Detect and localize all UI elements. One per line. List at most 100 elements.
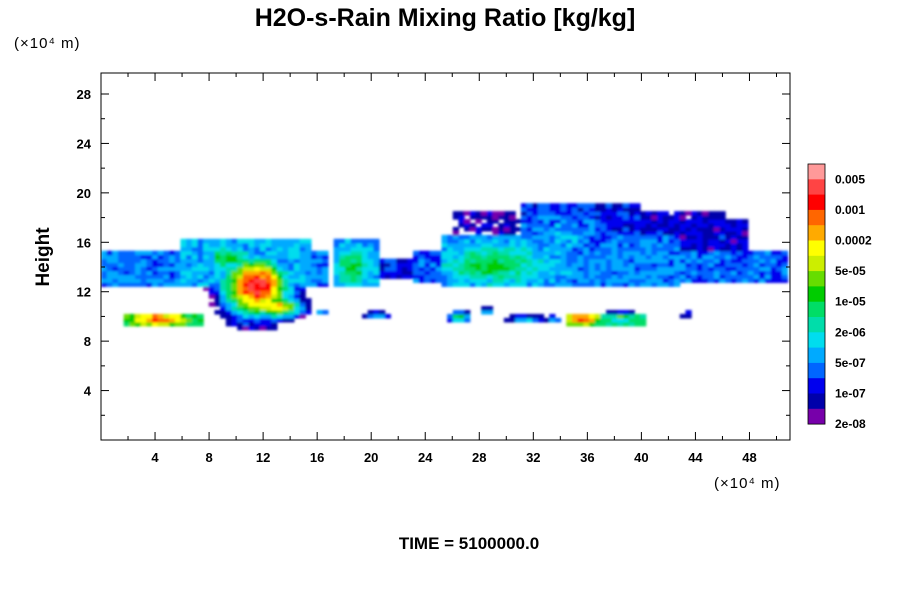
heatmap-cell (725, 278, 732, 283)
heatmap-cell (662, 211, 670, 216)
heatmap-cell (543, 254, 550, 260)
heatmap-cell (191, 250, 199, 256)
heatmap-cell (674, 215, 681, 220)
heatmap-cell (333, 262, 340, 268)
heatmap-cell (464, 234, 471, 240)
heatmap-cell (713, 246, 721, 252)
heatmap-cell (475, 238, 482, 244)
heatmap-cell (101, 278, 108, 283)
heatmap-cell (696, 242, 704, 248)
heatmap-cell (441, 238, 448, 244)
heatmap-cell (379, 313, 386, 319)
heatmap-cell (611, 254, 618, 260)
heatmap-cell (674, 234, 681, 240)
heatmap-cell (566, 215, 573, 220)
heatmap-cell (220, 238, 227, 244)
heatmap-cell (623, 321, 630, 327)
heatmap-cell (617, 219, 624, 224)
heatmap-cell (679, 250, 687, 256)
heatmap-cell (577, 266, 584, 272)
heatmap-cell (685, 219, 692, 224)
heatmap-cell (203, 266, 210, 272)
heatmap-cell (781, 250, 789, 256)
heatmap-cell (384, 266, 391, 272)
heatmap-cell (566, 313, 573, 319)
heatmap-cell (163, 321, 170, 327)
heatmap-cell (583, 266, 590, 272)
heatmap-cell (469, 238, 477, 244)
heatmap-cell (509, 270, 516, 276)
heatmap-cell (435, 250, 443, 256)
heatmap-cell (623, 223, 630, 228)
heatmap-cell (486, 226, 494, 232)
heatmap-cell (645, 226, 652, 232)
heatmap-cell (691, 246, 698, 252)
heatmap-cell (702, 250, 709, 256)
heatmap-cell (356, 258, 363, 264)
heatmap-cell (225, 258, 233, 264)
heatmap-cell (464, 278, 471, 283)
heatmap-cell (214, 278, 221, 283)
heatmap-cell (174, 266, 182, 272)
heatmap-cell (322, 270, 329, 276)
x-tick-label: 20 (364, 450, 378, 465)
heatmap-cell (106, 278, 113, 283)
heatmap-cell (123, 270, 130, 276)
heatmap-cell (259, 282, 267, 287)
heatmap-cell (203, 278, 210, 283)
heatmap-cell (730, 262, 738, 268)
heatmap-cell (554, 274, 562, 279)
heatmap-cell (112, 274, 119, 279)
heatmap-cell (248, 321, 255, 327)
heatmap-cell (169, 317, 176, 323)
heatmap-cell (526, 270, 533, 276)
heatmap-cell (708, 266, 715, 272)
heatmap-cell (112, 250, 119, 256)
heatmap-cell (566, 230, 573, 236)
heatmap-cell (373, 278, 380, 283)
heatmap-cell (271, 254, 278, 260)
heatmap-cell (725, 250, 732, 256)
heatmap-cell (600, 234, 607, 240)
heatmap-cell (242, 258, 250, 264)
heatmap-cell (486, 219, 494, 224)
heatmap-cell (458, 254, 465, 260)
heatmap-cell (713, 266, 721, 272)
heatmap-cell (282, 246, 289, 252)
heatmap-cell (220, 298, 227, 303)
y-tick-label: 28 (77, 87, 91, 102)
heatmap-cell (276, 302, 284, 307)
heatmap-cell (146, 258, 153, 264)
heatmap-cell (458, 242, 465, 248)
heatmap-cell (146, 250, 153, 256)
heatmap-cell (288, 274, 295, 279)
heatmap-cell (657, 270, 664, 276)
heatmap-cell (492, 266, 499, 272)
heatmap-cell (231, 302, 238, 307)
heatmap-cell (350, 262, 357, 268)
heatmap-cell (509, 317, 516, 323)
heatmap-cell (685, 211, 692, 216)
heatmap-cell (208, 246, 216, 252)
heatmap-cell (498, 254, 505, 260)
heatmap-cell (537, 317, 545, 323)
heatmap-cell (628, 258, 635, 264)
heatmap-cell (271, 321, 278, 327)
heatmap-cell (600, 211, 607, 216)
heatmap-cell (679, 219, 687, 224)
heatmap-cell (435, 274, 443, 279)
heatmap-cell (634, 266, 641, 272)
heatmap-cell (259, 294, 267, 299)
heatmap-cell (588, 282, 596, 287)
heatmap-cell (764, 250, 772, 256)
heatmap-cell (475, 270, 482, 276)
heatmap-cell (537, 254, 545, 260)
heatmap-cell (691, 242, 698, 248)
heatmap-cell (509, 282, 516, 287)
heatmap-cell (242, 317, 250, 323)
heatmap-cell (526, 278, 533, 283)
heatmap-cell (350, 266, 357, 272)
heatmap-cell (208, 294, 216, 299)
colorbar-swatch (808, 301, 825, 318)
heatmap-cell (611, 223, 618, 228)
